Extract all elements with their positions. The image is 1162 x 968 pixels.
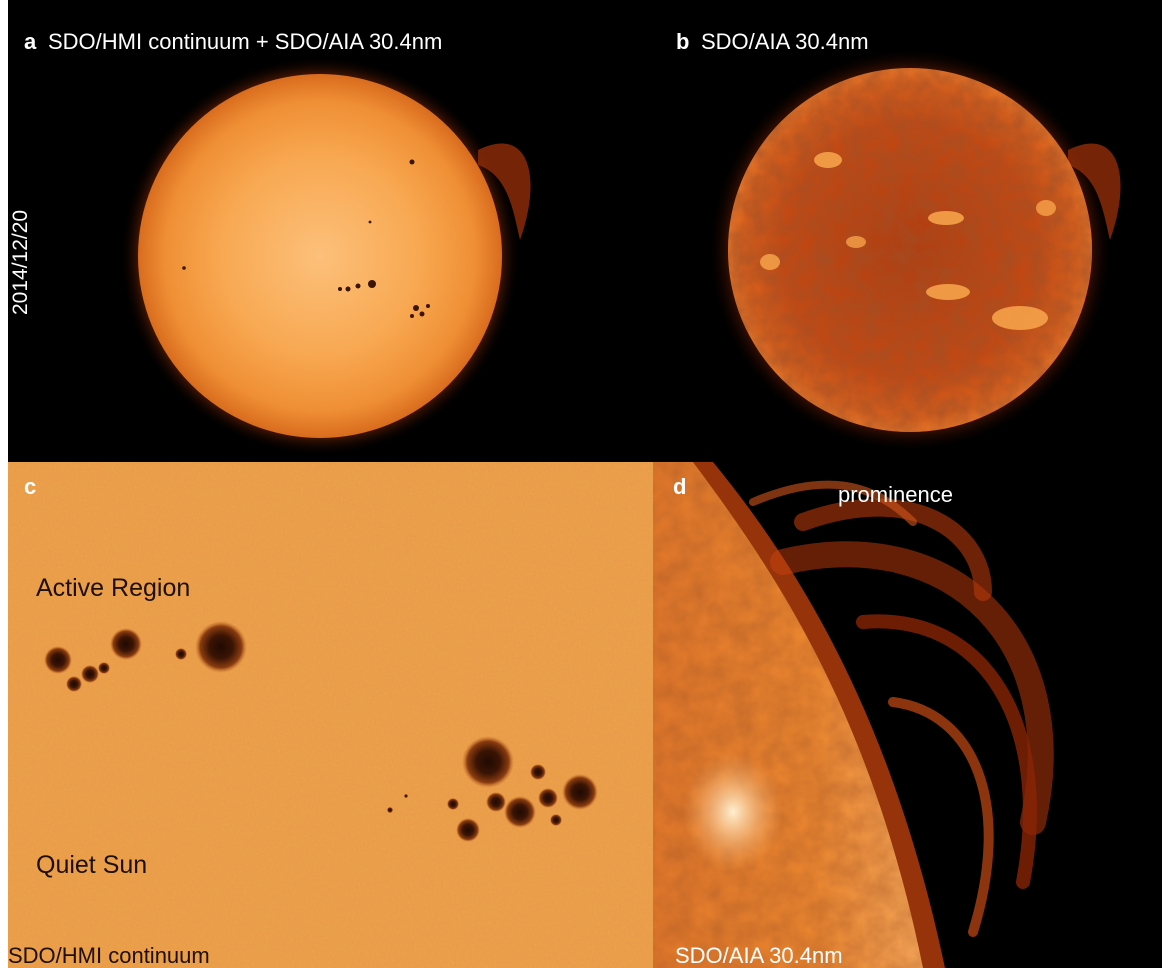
panel-c-granulation xyxy=(8,462,653,968)
panel-a-prominence xyxy=(478,143,531,240)
panel-b-letter: b xyxy=(676,29,690,54)
panel-c-image xyxy=(8,462,653,968)
panel-b-prominence xyxy=(1068,143,1121,240)
panel-d-bright-region xyxy=(683,752,783,872)
panel-d: d prominence SDO/AIA 30.4nm xyxy=(653,462,1162,968)
panel-d-prominence-loops xyxy=(749,480,1054,937)
panel-c: c Active Region Quiet Sun SDO/HMI contin… xyxy=(8,462,653,968)
panel-a-title: SDO/HMI continuum + SDO/AIA 30.4nm xyxy=(48,29,443,54)
panel-c-quiet-sun-label: Quiet Sun xyxy=(36,851,148,879)
panel-b-image xyxy=(708,48,1121,452)
panel-b: b SDO/AIA 30.4nm xyxy=(648,0,1162,462)
panel-d-prominence-label: prominence xyxy=(838,482,953,507)
panel-a-image xyxy=(120,56,531,456)
panel-d-image xyxy=(653,462,1162,968)
panel-a-letter: a xyxy=(24,29,37,54)
panel-d-limb-glow xyxy=(693,462,945,968)
panel-c-active-region-label: Active Region xyxy=(36,574,191,602)
panel-a: a SDO/HMI continuum + SDO/AIA 30.4nm 201… xyxy=(8,0,648,462)
panel-d-caption: SDO/AIA 30.4nm xyxy=(675,943,843,968)
panel-b-texture xyxy=(728,68,1092,432)
panel-c-caption: SDO/HMI continuum xyxy=(8,943,210,968)
panel-a-sunspots xyxy=(182,159,430,318)
panel-d-letter: d xyxy=(673,474,687,499)
panel-a-disk xyxy=(138,74,502,438)
panel-b-active-regions xyxy=(760,152,1056,330)
panel-c-letter: c xyxy=(24,474,37,499)
solar-figure: a SDO/HMI continuum + SDO/AIA 30.4nm 201… xyxy=(8,0,1162,968)
panel-c-sunspots xyxy=(44,621,598,842)
panel-a-date: 2014/12/20 xyxy=(9,209,32,315)
panel-b-title: SDO/AIA 30.4nm xyxy=(701,29,869,54)
